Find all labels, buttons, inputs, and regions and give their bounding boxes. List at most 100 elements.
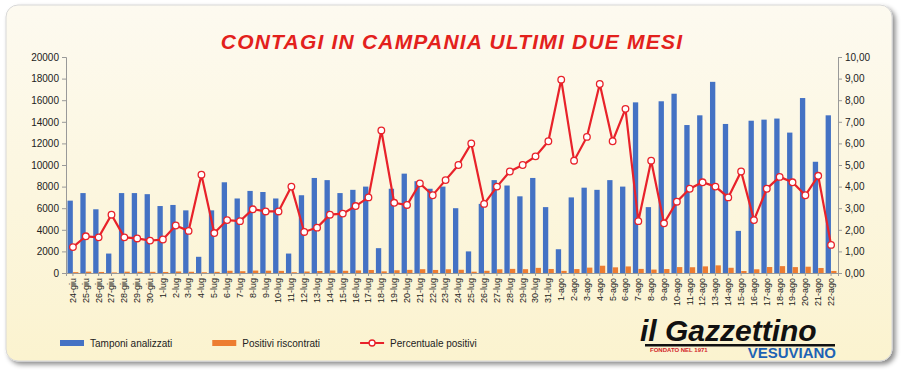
tick-label: 7-lug — [235, 278, 245, 298]
marker — [481, 201, 488, 208]
marker — [250, 206, 257, 213]
bar — [466, 251, 471, 273]
marker — [172, 222, 179, 229]
tick-mark — [651, 273, 652, 276]
tick: 24-giu — [68, 273, 78, 303]
legend-symbol — [369, 340, 375, 346]
tick-mark — [62, 230, 66, 231]
bar — [235, 198, 240, 273]
tick-label: 11-lug — [286, 278, 296, 302]
marker — [121, 234, 128, 241]
tick: 20000 — [31, 52, 66, 63]
tick: 6,00 — [838, 138, 865, 149]
tick-label: 8-ago — [646, 278, 656, 301]
marker — [802, 192, 809, 199]
tick: 10-ago — [672, 273, 682, 306]
bar — [376, 248, 381, 273]
tick-mark — [111, 273, 112, 276]
bar — [754, 269, 759, 273]
tick-label: 14-ago — [723, 278, 733, 306]
bar — [196, 257, 201, 273]
tick-mark — [838, 187, 842, 188]
marker — [327, 211, 334, 218]
bar — [112, 272, 117, 273]
tick-mark — [445, 273, 446, 276]
tick-label: 16-lug — [351, 278, 361, 303]
tick: 3,00 — [838, 203, 865, 214]
bar — [741, 271, 746, 273]
bar — [805, 267, 810, 273]
annotation: FONDATO NEL 1971 — [650, 347, 708, 353]
marker — [699, 179, 706, 186]
tick-label: 17-lug — [363, 278, 373, 303]
tick-label: 5-ago — [607, 278, 617, 301]
tick-label: 21-lug — [415, 278, 425, 303]
bar — [607, 180, 612, 273]
chart: CONTAGI IN CAMPANIA ULTIMI DUE MESI02000… — [0, 0, 905, 372]
marker — [198, 171, 205, 178]
tick: 1-ago — [556, 273, 566, 301]
bar — [536, 268, 541, 273]
tick-mark — [561, 273, 562, 276]
tick-mark — [175, 273, 176, 276]
tick: 12-ago — [697, 273, 707, 306]
tick: 13-lug — [312, 273, 322, 303]
tick-mark — [72, 273, 73, 276]
bar — [145, 194, 150, 273]
tick-mark — [838, 143, 842, 144]
tick-label: 6,00 — [845, 138, 865, 149]
tick-label: 6-ago — [620, 278, 630, 301]
bar — [446, 269, 451, 273]
tick-mark — [162, 273, 163, 276]
tick: 21-lug — [415, 273, 425, 303]
bar — [793, 267, 798, 273]
bar — [420, 269, 425, 273]
bar — [163, 272, 168, 273]
tick-mark — [432, 273, 433, 276]
bar — [826, 115, 831, 273]
bar — [587, 268, 592, 273]
bar — [324, 180, 329, 273]
bar — [453, 208, 458, 273]
bar — [253, 271, 258, 273]
tick-mark — [62, 208, 66, 209]
tick: 26-lug — [479, 273, 489, 303]
bar — [530, 178, 535, 273]
tick-label: 4-ago — [595, 278, 605, 301]
tick-label: 23-lug — [440, 278, 450, 303]
tick: 14-lug — [325, 273, 335, 303]
tick: 28-giu — [119, 273, 129, 303]
tick: 27-lug — [492, 273, 502, 303]
tick-mark — [368, 273, 369, 276]
bar — [222, 182, 227, 273]
bar — [337, 193, 342, 273]
bar — [99, 272, 104, 273]
tick: 9-lug — [261, 273, 271, 298]
annotation: VESUVIANO — [748, 344, 837, 361]
marker — [417, 180, 424, 187]
tick-mark — [471, 273, 472, 276]
marker — [442, 177, 449, 184]
marker — [532, 153, 539, 160]
bar — [517, 196, 522, 273]
tick: 8000 — [37, 181, 66, 192]
tick-label: 0,00 — [845, 268, 865, 279]
tick-mark — [317, 273, 318, 276]
tick: 21-ago — [813, 273, 823, 306]
tick-label: 19-lug — [389, 278, 399, 303]
bar — [556, 249, 561, 273]
tick-label: 26-giu — [94, 278, 104, 303]
bar — [394, 270, 399, 273]
tick-label: 28-lug — [505, 278, 515, 303]
bar — [646, 207, 651, 273]
marker — [275, 208, 282, 215]
tick: 26-giu — [94, 273, 104, 303]
tick-label: 24-lug — [453, 278, 463, 303]
tick-label: 10,00 — [845, 52, 870, 63]
tick-label: 24-giu — [68, 278, 78, 303]
tick-mark — [586, 273, 587, 276]
tick-mark — [792, 273, 793, 276]
marker — [494, 183, 501, 190]
bar — [561, 271, 566, 273]
tick-mark — [265, 273, 266, 276]
